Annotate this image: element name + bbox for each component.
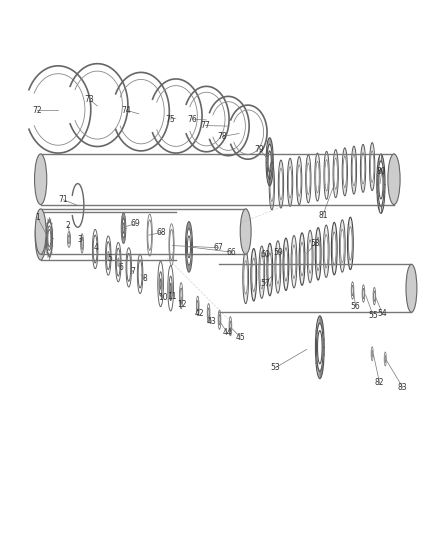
Ellipse shape bbox=[35, 212, 46, 260]
Text: 78: 78 bbox=[217, 132, 227, 141]
Text: 77: 77 bbox=[200, 121, 209, 130]
Ellipse shape bbox=[35, 154, 47, 205]
Text: 83: 83 bbox=[397, 383, 406, 392]
Text: 1: 1 bbox=[35, 213, 40, 222]
Ellipse shape bbox=[240, 209, 251, 254]
Text: 8: 8 bbox=[142, 274, 146, 283]
Text: 42: 42 bbox=[194, 309, 203, 318]
Text: 72: 72 bbox=[32, 106, 42, 115]
Text: 10: 10 bbox=[158, 293, 167, 302]
Text: 3: 3 bbox=[77, 235, 82, 244]
Text: 12: 12 bbox=[177, 300, 186, 309]
Text: 6: 6 bbox=[119, 263, 124, 272]
Text: 53: 53 bbox=[270, 363, 279, 372]
Text: 7: 7 bbox=[131, 267, 135, 276]
Text: 68: 68 bbox=[156, 228, 166, 237]
Text: 44: 44 bbox=[222, 328, 232, 337]
Text: 71: 71 bbox=[58, 195, 68, 204]
Text: 56: 56 bbox=[350, 302, 360, 311]
Ellipse shape bbox=[387, 154, 399, 205]
Text: 11: 11 bbox=[167, 292, 177, 301]
Text: 59: 59 bbox=[273, 248, 283, 256]
Text: 2: 2 bbox=[66, 221, 71, 230]
Text: 82: 82 bbox=[374, 378, 383, 387]
Text: 67: 67 bbox=[213, 243, 223, 252]
Text: 58: 58 bbox=[310, 239, 320, 248]
Text: 73: 73 bbox=[85, 95, 94, 104]
Text: 80: 80 bbox=[376, 167, 386, 176]
Text: 75: 75 bbox=[165, 115, 175, 124]
Text: 57: 57 bbox=[260, 279, 269, 288]
Text: 60: 60 bbox=[260, 250, 269, 259]
Text: 74: 74 bbox=[121, 106, 131, 115]
Ellipse shape bbox=[35, 209, 46, 254]
Text: 76: 76 bbox=[187, 115, 197, 124]
Text: 66: 66 bbox=[226, 248, 236, 256]
Text: 79: 79 bbox=[254, 145, 264, 154]
Text: 5: 5 bbox=[107, 254, 112, 263]
Ellipse shape bbox=[405, 264, 416, 312]
Text: 69: 69 bbox=[130, 219, 140, 228]
Text: 81: 81 bbox=[318, 211, 327, 220]
Text: 43: 43 bbox=[206, 317, 216, 326]
Text: 54: 54 bbox=[377, 309, 386, 318]
Text: 55: 55 bbox=[367, 311, 377, 320]
Text: 45: 45 bbox=[235, 333, 245, 342]
Text: 4: 4 bbox=[94, 243, 99, 252]
